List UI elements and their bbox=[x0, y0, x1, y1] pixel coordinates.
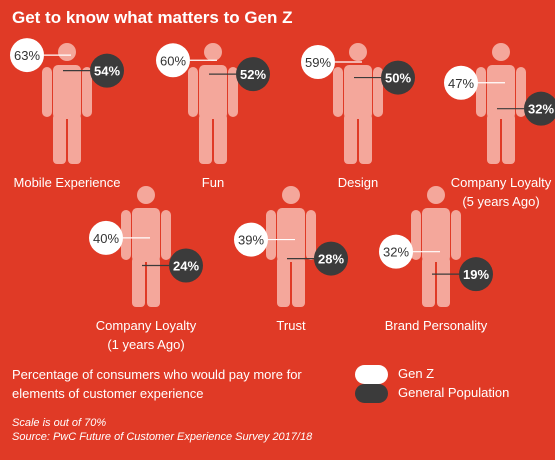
legend-label-gen-z: Gen Z bbox=[398, 366, 435, 381]
figure-head bbox=[492, 43, 510, 61]
gen-z-value-label: 63% bbox=[14, 48, 40, 63]
figure-arm-right bbox=[516, 67, 526, 117]
figure-arm-left bbox=[476, 67, 486, 117]
gen-z-bubble bbox=[156, 43, 190, 78]
figure-leg-left bbox=[422, 257, 435, 307]
general-population-value-label: 19% bbox=[463, 267, 489, 282]
figure-arm-left bbox=[121, 210, 131, 260]
figure-leg-left bbox=[53, 114, 66, 164]
figure-torso bbox=[53, 65, 81, 119]
figure-torso bbox=[199, 65, 227, 119]
gen-z-value-label: 60% bbox=[160, 53, 186, 68]
figure-leg-right bbox=[68, 114, 81, 164]
gen-z-value-label: 39% bbox=[238, 233, 264, 248]
gen-z-value-label: 47% bbox=[448, 76, 474, 91]
general-population-value-label: 50% bbox=[385, 71, 411, 86]
figure-head bbox=[282, 186, 300, 204]
page-title: Get to know what matters to Gen Z bbox=[12, 8, 293, 27]
figure-leg-right bbox=[292, 257, 305, 307]
figure-arm-left bbox=[42, 67, 52, 117]
gen-z-bubble bbox=[301, 45, 335, 80]
figure-torso bbox=[277, 208, 305, 262]
figure-arm-right bbox=[306, 210, 316, 260]
figure-arm-left bbox=[188, 67, 198, 117]
figure-torso bbox=[422, 208, 450, 262]
category-label: (1 years Ago) bbox=[107, 337, 184, 352]
figure-leg-right bbox=[214, 114, 227, 164]
figure-torso bbox=[487, 65, 515, 119]
chart-item-4: 40% 24% Company Loyalty (1 years Ago) bbox=[89, 186, 203, 352]
chart-item-6: 32% 19% Brand Personality bbox=[379, 186, 493, 333]
general-population-bubble bbox=[381, 60, 415, 95]
figure-arm-left bbox=[333, 67, 343, 117]
general-population-bubble bbox=[90, 53, 124, 88]
general-population-value-label: 28% bbox=[318, 252, 344, 267]
figure-head bbox=[58, 43, 76, 61]
gen-z-bubble bbox=[234, 222, 268, 257]
legend-swatch-gen-z bbox=[355, 365, 388, 384]
chart-item-2: 59% 50% Design bbox=[301, 43, 415, 190]
gen-z-bubble bbox=[444, 65, 478, 100]
figure-head bbox=[204, 43, 222, 61]
figure-arm-right bbox=[82, 67, 92, 117]
chart-item-0: 63% 54% Mobile Experience bbox=[10, 38, 124, 190]
general-population-value-label: 54% bbox=[94, 64, 120, 79]
figure-arm-left bbox=[266, 210, 276, 260]
figure-leg-left bbox=[132, 257, 145, 307]
figure-arm-right bbox=[228, 67, 238, 117]
figure-torso bbox=[344, 65, 372, 119]
figure-arm-right bbox=[451, 210, 461, 260]
category-label: Trust bbox=[276, 318, 306, 333]
category-label: (5 years Ago) bbox=[462, 194, 539, 209]
category-label: Design bbox=[338, 175, 378, 190]
figure-head bbox=[427, 186, 445, 204]
scale-note: Scale is out of 70% bbox=[12, 417, 107, 429]
figure-arm-right bbox=[373, 67, 383, 117]
chart-description: Percentage of consumers who would pay mo… bbox=[12, 367, 302, 401]
category-label: Brand Personality bbox=[385, 318, 488, 333]
general-population-value-label: 52% bbox=[240, 67, 266, 82]
category-label: Fun bbox=[202, 175, 224, 190]
gen-z-bubble bbox=[89, 220, 123, 255]
general-population-value-label: 24% bbox=[173, 259, 199, 274]
gen-z-value-label: 59% bbox=[305, 55, 331, 70]
figure-leg-left bbox=[344, 114, 357, 164]
pictograph-chart: 63% 54% Mobile Experience 60% 52% Fun 59% 50% De… bbox=[10, 38, 555, 352]
legend-swatch-general-population bbox=[355, 384, 388, 403]
figure-torso bbox=[132, 208, 160, 262]
gen-z-value-label: 40% bbox=[93, 231, 119, 246]
figure-leg-left bbox=[487, 114, 500, 164]
category-label: Mobile Experience bbox=[14, 175, 121, 190]
chart-item-3: 47% 32% Company Loyalty (5 years Ago) bbox=[444, 43, 555, 209]
source-note: Source: PwC Future of Customer Experienc… bbox=[12, 431, 313, 443]
figure-leg-right bbox=[502, 114, 515, 164]
figure-head bbox=[137, 186, 155, 204]
gen-z-value-label: 32% bbox=[383, 245, 409, 260]
gen-z-bubble bbox=[379, 234, 413, 269]
figure-leg-right bbox=[359, 114, 372, 164]
figure-arm-left bbox=[411, 210, 421, 260]
figure-leg-left bbox=[277, 257, 290, 307]
figure-leg-left bbox=[199, 114, 212, 164]
general-population-bubble bbox=[236, 57, 270, 92]
legend-label-general-population: General Population bbox=[398, 385, 510, 400]
figure-leg-right bbox=[437, 257, 450, 307]
general-population-bubble bbox=[459, 257, 493, 292]
general-population-bubble bbox=[524, 91, 555, 126]
general-population-bubble bbox=[314, 241, 348, 276]
chart-item-5: 39% 28% Trust bbox=[234, 186, 348, 333]
figure-head bbox=[349, 43, 367, 61]
category-label: Company Loyalty bbox=[96, 318, 197, 333]
general-population-bubble bbox=[169, 248, 203, 283]
general-population-value-label: 32% bbox=[528, 102, 554, 117]
gen-z-bubble bbox=[10, 38, 44, 73]
figure-arm-right bbox=[161, 210, 171, 260]
figure-leg-right bbox=[147, 257, 160, 307]
category-label: Company Loyalty bbox=[451, 175, 552, 190]
chart-item-1: 60% 52% Fun bbox=[156, 43, 270, 190]
